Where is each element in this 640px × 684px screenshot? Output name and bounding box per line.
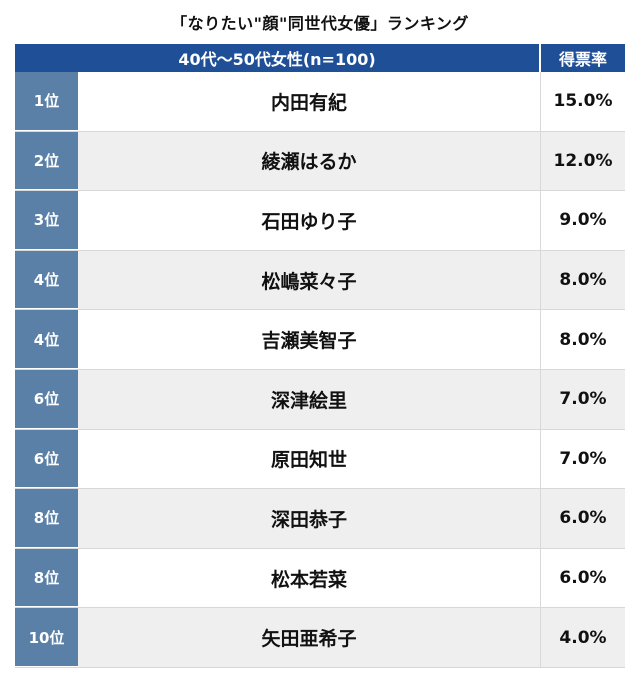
vote-rate: 8.0% — [541, 250, 625, 310]
actress-name: 内田有紀 — [78, 72, 541, 131]
vote-rate: 9.0% — [541, 191, 625, 250]
ranking-table: 40代〜50代女性(n=100) 得票率 1位 内田有紀 15.0% 2位 綾瀬はるか 1… — [15, 44, 625, 668]
table-header: 40代〜50代女性(n=100) 得票率 — [15, 44, 625, 72]
rank-cell: 6位 — [15, 369, 78, 429]
table-row: 4位 松嶋菜々子 8.0% — [15, 250, 625, 311]
table-row: 2位 綾瀬はるか 12.0% — [15, 131, 625, 192]
vote-rate: 6.0% — [541, 489, 625, 548]
rank-cell: 4位 — [15, 250, 78, 310]
table-row: 8位 深田恭子 6.0% — [15, 489, 625, 549]
actress-name: 深田恭子 — [78, 489, 541, 548]
rank-cell: 1位 — [15, 72, 78, 131]
actress-name: 吉瀬美智子 — [78, 310, 541, 369]
table-row: 10位 矢田亜希子 4.0% — [15, 608, 625, 668]
rank-cell: 6位 — [15, 429, 78, 489]
group-header: 40代〜50代女性(n=100) — [15, 44, 541, 72]
page-title: 「なりたい"顔"同世代女優」ランキング — [171, 14, 469, 33]
table-row: 3位 石田ゆり子 9.0% — [15, 191, 625, 251]
vote-rate: 7.0% — [541, 369, 625, 429]
rank-cell: 10位 — [15, 608, 78, 667]
actress-name: 矢田亜希子 — [78, 608, 541, 667]
table-row: 4位 吉瀬美智子 8.0% — [15, 310, 625, 370]
vote-rate: 7.0% — [541, 429, 625, 489]
table-row: 6位 深津絵里 7.0% — [15, 369, 625, 430]
table-body: 1位 内田有紀 15.0% 2位 綾瀬はるか 12.0% 3位 石田ゆり子 9.0% 4位 松嶋菜々… — [15, 72, 625, 668]
vote-rate: 4.0% — [541, 608, 625, 667]
actress-name: 松本若菜 — [78, 548, 541, 608]
rank-cell: 8位 — [15, 489, 78, 548]
actress-name: 原田知世 — [78, 429, 541, 489]
vote-rate: 8.0% — [541, 310, 625, 369]
actress-name: 松嶋菜々子 — [78, 250, 541, 310]
table-row: 1位 内田有紀 15.0% — [15, 72, 625, 132]
rank-cell: 4位 — [15, 310, 78, 369]
table-row: 6位 原田知世 7.0% — [15, 429, 625, 490]
vote-rate: 15.0% — [541, 72, 625, 131]
rank-cell: 3位 — [15, 191, 78, 250]
actress-name: 綾瀬はるか — [78, 131, 541, 191]
table-row: 8位 松本若菜 6.0% — [15, 548, 625, 609]
rank-cell: 2位 — [15, 131, 78, 191]
actress-name: 石田ゆり子 — [78, 191, 541, 250]
rank-cell: 8位 — [15, 548, 78, 608]
vote-rate: 12.0% — [541, 131, 625, 191]
rate-header: 得票率 — [558, 50, 607, 69]
actress-name: 深津絵里 — [78, 369, 541, 429]
vote-rate: 6.0% — [541, 548, 625, 608]
